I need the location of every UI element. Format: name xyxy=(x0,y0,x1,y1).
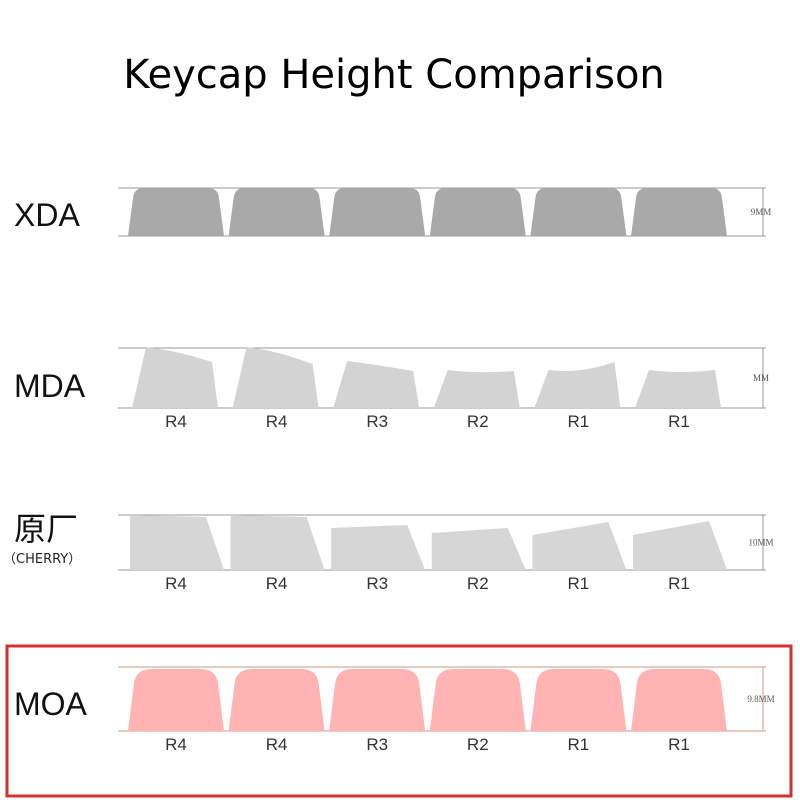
keycap xyxy=(331,525,426,570)
profile-name: 原厂 xyxy=(14,511,78,547)
keycap xyxy=(230,515,325,570)
row-label: R3 xyxy=(366,412,388,431)
row-label: R4 xyxy=(266,412,288,431)
row-label: R4 xyxy=(165,412,187,431)
row-label: R2 xyxy=(467,412,489,431)
keycap xyxy=(532,522,627,570)
keycap xyxy=(329,669,426,731)
height-label: 9.8MM xyxy=(747,694,774,704)
keycap xyxy=(228,188,325,236)
keycap xyxy=(429,188,526,236)
row-label: R4 xyxy=(266,735,288,754)
highlight-box xyxy=(5,644,793,798)
row-label: R4 xyxy=(165,735,187,754)
profile-name: MDA xyxy=(14,368,86,404)
row-label: R4 xyxy=(165,574,187,593)
row-label: R1 xyxy=(568,735,590,754)
keycap xyxy=(431,528,526,570)
title: Keycap Height Comparison xyxy=(123,52,665,98)
row-label: R3 xyxy=(366,574,388,593)
row-label: R1 xyxy=(668,412,690,431)
profile-subtitle: （CHERRY） xyxy=(3,552,81,567)
keycap xyxy=(433,370,520,408)
keycap xyxy=(635,370,721,408)
keycap xyxy=(429,669,526,731)
row-label: R1 xyxy=(668,574,690,593)
keycap xyxy=(530,669,627,731)
row-label: R4 xyxy=(266,574,288,593)
keycap xyxy=(130,515,224,570)
row-label: R2 xyxy=(467,574,489,593)
height-label: 9MM xyxy=(751,207,772,217)
keycap xyxy=(530,188,627,236)
row-label: R2 xyxy=(467,735,489,754)
row-label: R1 xyxy=(568,412,590,431)
profile-name: XDA xyxy=(14,197,80,233)
row-label: R1 xyxy=(568,574,590,593)
keycap xyxy=(631,188,727,236)
keycap xyxy=(132,347,218,408)
keycap xyxy=(128,188,224,236)
keycap xyxy=(128,669,224,731)
profile-name: MOA xyxy=(14,686,88,722)
row-label: R1 xyxy=(668,735,690,754)
keycap xyxy=(228,669,325,731)
height-label: MM xyxy=(753,373,769,383)
keycap xyxy=(333,361,420,408)
keycap xyxy=(232,347,319,408)
keycap xyxy=(633,521,727,570)
row-label: R3 xyxy=(366,735,388,754)
height-label: 10MM xyxy=(748,538,773,548)
keycap xyxy=(631,669,727,731)
keycap xyxy=(329,188,426,236)
keycap xyxy=(534,362,621,408)
